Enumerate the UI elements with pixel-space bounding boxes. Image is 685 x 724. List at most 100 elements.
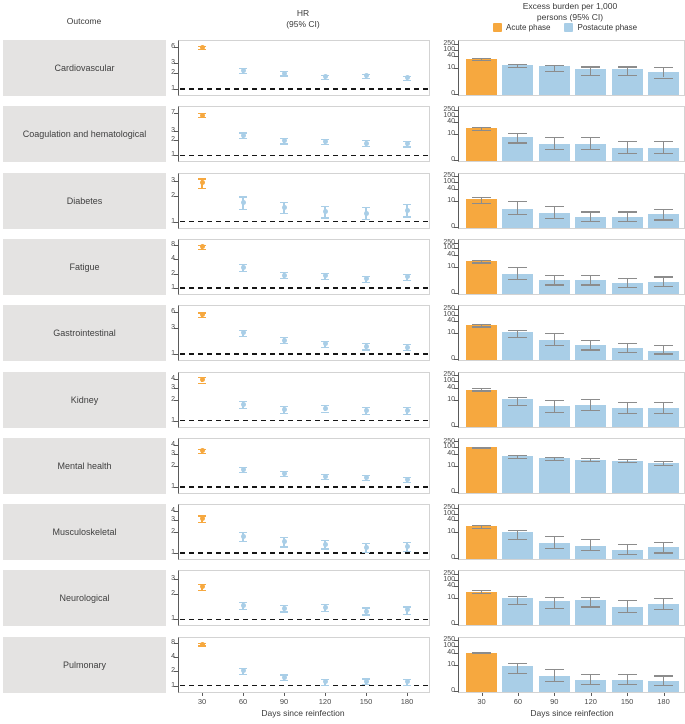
burden-bar-upper-cap	[508, 63, 528, 65]
hr-point-marker	[363, 210, 369, 216]
burden-y-tick-label: 250	[443, 172, 455, 180]
burden-y-tick-label: 40	[447, 52, 455, 60]
hr-point-marker	[404, 75, 410, 81]
hr-point-upper-cap	[362, 343, 370, 345]
hr-point-upper-cap	[198, 515, 206, 517]
burden-y-tick-mark	[454, 134, 458, 136]
burden-bar-upper-cap	[617, 402, 637, 404]
burden-title-line1: Excess burden per 1,000	[522, 1, 618, 11]
burden-y-tick-mark	[454, 465, 458, 467]
burden-bar-error-line	[590, 339, 592, 350]
burden-bar-error-line	[626, 211, 628, 221]
burden-y-tick-mark	[454, 558, 458, 560]
burden-y-tick-mark	[454, 254, 458, 256]
burden-y-tick-label: 250	[443, 636, 455, 644]
burden-bar-lower-cap	[617, 683, 637, 685]
burden-bar-error-line	[590, 596, 592, 607]
hr-point-lower-cap	[321, 478, 329, 481]
hr-point-marker	[281, 205, 287, 211]
hr-y-tick-mark	[174, 520, 178, 522]
hr-y-tick-mark	[174, 131, 178, 133]
hr-point-lower-cap	[362, 683, 370, 685]
hr-point-marker	[404, 141, 410, 147]
burden-x-axis-label: Days since reinfection	[530, 708, 614, 718]
hr-y-tick-mark	[174, 245, 178, 247]
burden-bar	[538, 675, 570, 692]
hr-point-lower-cap	[362, 413, 370, 415]
hr-y-tick-label: 3	[171, 516, 175, 524]
hr-point-marker	[404, 344, 410, 350]
burden-y-tick-label: 0	[451, 288, 455, 296]
hr-y-tick-label: 2	[171, 269, 175, 277]
hr-point-lower-cap	[403, 684, 411, 686]
hr-point-lower-cap	[198, 248, 206, 250]
burden-bar-error-line	[553, 205, 555, 219]
burden-bar-error-line	[662, 541, 665, 553]
burden-bar-upper-cap	[654, 141, 673, 143]
burden-bar-upper-cap	[617, 277, 637, 279]
burden-bar-lower-cap	[544, 459, 564, 462]
burden-bar-lower-cap	[617, 352, 637, 354]
hr-y-tick-label: 3	[171, 176, 175, 184]
burden-y-tick-label: 250	[443, 503, 455, 511]
hr-y-tick-label: 4	[171, 374, 175, 382]
burden-bar-error-line	[626, 458, 628, 463]
burden-bar-lower-cap	[544, 548, 564, 550]
hr-point-marker	[199, 312, 205, 318]
burden-panel-fatigue: 250 100 40 10 0	[443, 239, 685, 296]
burden-bar-lower-cap	[544, 345, 564, 347]
hr-y-tick-mark	[174, 593, 178, 595]
burden-bar-upper-cap	[544, 399, 564, 401]
hr-reference-line	[180, 220, 428, 223]
hr-point-lower-cap	[280, 75, 288, 77]
outcome-label-diabetes: Diabetes	[3, 172, 166, 229]
burden-panel-gastrointestinal: 250 100 40 10 0	[443, 305, 685, 362]
burden-y-tick-label: 0	[451, 421, 455, 429]
burden-bar-upper-cap	[581, 538, 601, 541]
burden-bar	[502, 273, 534, 294]
hr-point-marker	[363, 678, 369, 684]
hr-y-tick-mark	[174, 671, 178, 673]
burden-bar	[466, 389, 497, 427]
burden-panel-mental-health: 250 100 40 10 0	[443, 438, 685, 495]
burden-bar-upper-cap	[508, 455, 528, 457]
hr-x-tick-mark	[243, 692, 244, 696]
burden-bar-lower-cap	[508, 142, 528, 144]
hr-point-marker	[404, 607, 410, 613]
hr-point-lower-cap	[198, 187, 206, 189]
burden-bar	[502, 65, 534, 95]
burden-y-tick-mark	[454, 447, 458, 449]
hr-point-lower-cap	[280, 143, 288, 145]
burden-bar-error-line	[662, 460, 665, 465]
burden-bar-upper-cap	[581, 674, 601, 676]
hr-point-lower-cap	[198, 590, 206, 592]
burden-y-tick-mark	[454, 94, 458, 95]
hr-point-marker	[363, 140, 369, 146]
hr-reference-line	[180, 618, 428, 621]
burden-bar	[648, 214, 679, 228]
burden-bar-lower-cap	[508, 538, 528, 541]
hr-point-marker	[281, 138, 287, 144]
burden-bar	[648, 680, 679, 692]
burden-bar-upper-cap	[472, 127, 491, 129]
burden-bar-upper-cap	[617, 458, 637, 461]
burden-bar-lower-cap	[617, 413, 637, 415]
hr-y-tick-label: 2	[171, 191, 175, 199]
hr-panel-gastrointestinal: 1 3 6	[171, 305, 430, 362]
burden-bar-error-line	[517, 63, 519, 68]
burden-bar-error-line	[517, 529, 519, 539]
burden-y-tick-mark	[454, 321, 458, 323]
hr-point-lower-cap	[403, 350, 411, 352]
burden-bar-lower-cap	[544, 218, 564, 220]
hr-point-lower-cap	[362, 614, 370, 616]
burden-bar-lower-cap	[581, 349, 601, 351]
burden-bar-upper-cap	[581, 274, 601, 277]
burden-bar-upper-cap	[654, 276, 673, 278]
burden-y-tick-label: 40	[447, 317, 455, 325]
outcome-label-coagulation-and-hematological: Coagulation and hematological	[3, 106, 166, 163]
burden-y-tick-mark	[454, 182, 458, 184]
hr-y-tick-mark	[174, 486, 178, 488]
burden-bar	[611, 348, 643, 361]
burden-bar	[502, 456, 534, 493]
